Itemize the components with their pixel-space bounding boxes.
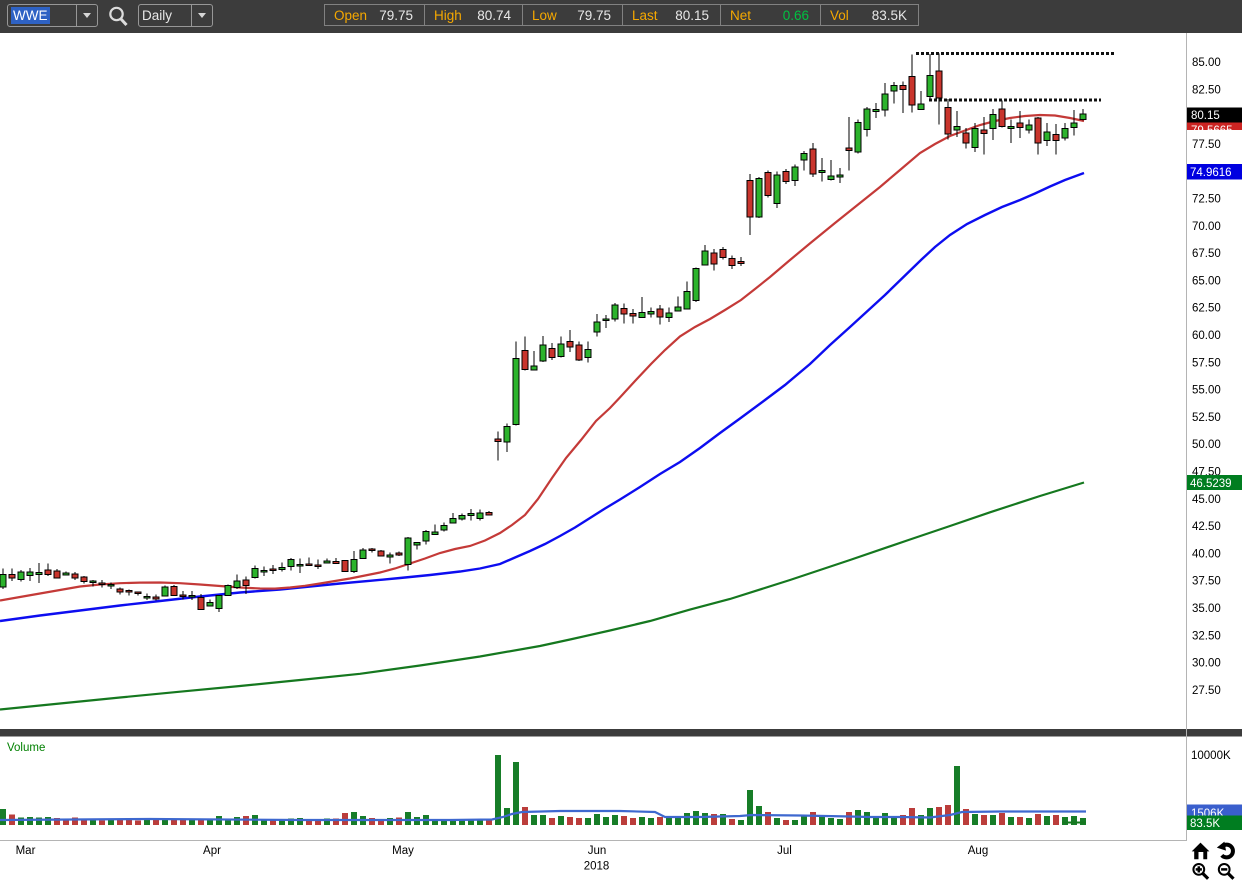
svg-text:35.00: 35.00 (1192, 603, 1221, 615)
svg-text:10000K: 10000K (1191, 750, 1231, 762)
svg-text:55.00: 55.00 (1192, 385, 1221, 397)
svg-text:83.5K: 83.5K (1190, 818, 1220, 830)
svg-text:32.50: 32.50 (1192, 630, 1221, 642)
svg-text:67.50: 67.50 (1192, 248, 1221, 260)
svg-text:30.00: 30.00 (1192, 658, 1221, 670)
svg-text:85.00: 85.00 (1192, 57, 1221, 69)
svg-text:42.50: 42.50 (1192, 521, 1221, 533)
svg-text:50.00: 50.00 (1192, 439, 1221, 451)
svg-text:1506K: 1506K (1191, 808, 1225, 820)
svg-text:27.50: 27.50 (1192, 685, 1221, 697)
svg-text:May: May (392, 845, 414, 857)
svg-text:62.50: 62.50 (1192, 303, 1221, 315)
svg-text:52.50: 52.50 (1192, 412, 1221, 424)
svg-text:79.5665: 79.5665 (1191, 125, 1233, 137)
svg-text:Aug: Aug (968, 845, 988, 857)
svg-text:Volume: Volume (7, 742, 45, 754)
svg-text:74.9616: 74.9616 (1190, 167, 1232, 179)
svg-text:37.50: 37.50 (1192, 576, 1221, 588)
svg-text:57.50: 57.50 (1192, 357, 1221, 369)
svg-text:Jul: Jul (777, 845, 792, 857)
svg-text:65.00: 65.00 (1192, 275, 1221, 287)
svg-text:80.15: 80.15 (1191, 110, 1220, 122)
svg-text:Jun: Jun (588, 845, 607, 857)
svg-text:77.50: 77.50 (1192, 139, 1221, 151)
svg-text:70.00: 70.00 (1192, 221, 1221, 233)
svg-text:45.00: 45.00 (1192, 494, 1221, 506)
svg-text:2018: 2018 (584, 861, 610, 873)
svg-text:Apr: Apr (203, 845, 221, 857)
svg-text:72.50: 72.50 (1192, 194, 1221, 206)
svg-text:82.50: 82.50 (1192, 84, 1221, 96)
svg-text:Mar: Mar (16, 845, 36, 857)
svg-text:60.00: 60.00 (1192, 330, 1221, 342)
svg-text:46.5239: 46.5239 (1190, 478, 1232, 490)
svg-text:40.00: 40.00 (1192, 548, 1221, 560)
